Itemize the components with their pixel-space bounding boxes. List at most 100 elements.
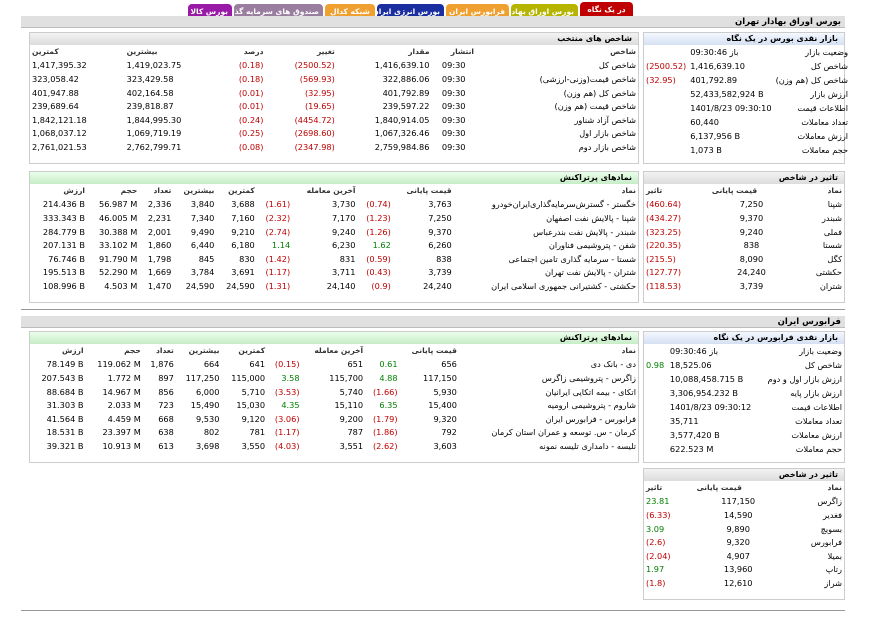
table-cell: (1.17) xyxy=(274,427,300,438)
symbol-name[interactable]: حکشتی xyxy=(815,267,842,278)
symbol-name[interactable]: کرمان - س. توسعه و عمران استان کرمان xyxy=(491,427,636,438)
column-header: بیشترین xyxy=(126,47,158,57)
table-row[interactable]: (6.33) 14,590 فغدیر xyxy=(644,508,844,522)
glance-change xyxy=(644,414,668,428)
table-row[interactable]: 108.996 B 4.503 M 1,470 24,590 24,590 (1.31) 2… xyxy=(30,279,638,293)
table-row[interactable]: 401,947.88 402,164.58 (0.01) (32.95) 401,792… xyxy=(30,86,638,100)
column-header: شاخص xyxy=(610,47,636,57)
glance-value: باز 09:30:46 xyxy=(669,346,719,356)
symbol-name[interactable]: رتاپ xyxy=(825,564,842,575)
symbol-name[interactable]: زاگرس xyxy=(817,496,842,507)
symbol-name[interactable]: شستا - سرمایه گذاری تامین اجتماعی xyxy=(508,253,636,264)
symbol-name[interactable]: بمیلا xyxy=(827,550,842,561)
table-row[interactable]: 333.343 B 46.005 M 2,231 7,340 7,160 (2.32) 7,… xyxy=(30,211,638,225)
table-cell: 9,210 xyxy=(231,226,255,237)
table-row[interactable]: (127.77) 24,240 حکشتی xyxy=(644,266,844,280)
symbol-name[interactable]: حکشتی - کشتیرانی جمهوری اسلامی ایران xyxy=(491,280,636,291)
column-header: انتشار xyxy=(450,47,474,57)
table-row[interactable]: (434.27) 9,370 شبندر xyxy=(644,211,844,225)
col-close: قیمت پایانی xyxy=(411,346,457,356)
table-row[interactable]: (220.35) 838 شستا xyxy=(644,238,844,252)
table-row[interactable]: (215.5) 8,090 کگل xyxy=(644,252,844,266)
table-row[interactable]: 1,417,395.32 1,419,023.75 (0.18) (2500.52) 1… xyxy=(30,59,638,73)
table-cell: 117,150 xyxy=(423,372,457,383)
symbol-name[interactable]: بسویچ xyxy=(820,523,842,534)
table-row[interactable]: (323.25) 9,240 فملی xyxy=(644,225,844,239)
table-cell: 3,763 xyxy=(428,199,452,210)
symbol-name[interactable]: شفن - پتروشیمی فناوران xyxy=(548,240,636,251)
symbol-name[interactable]: اتکای - بیمه اتکایی ایرانیان xyxy=(545,386,637,397)
symbol-name[interactable]: فرابورس - فرابورس ایران xyxy=(545,413,636,424)
glance-label: وضعیت بازار xyxy=(805,47,849,57)
table-cell: 1,876 xyxy=(150,359,174,370)
table-cell: 4.459 M xyxy=(107,413,141,424)
col-high: بیشترین xyxy=(183,186,215,196)
symbol-name[interactable]: فغدیر xyxy=(823,509,842,520)
symbol-name[interactable]: کگل xyxy=(827,253,842,264)
symbol-name[interactable]: شبندر - پالایش نفت بندرعباس xyxy=(533,226,636,237)
tse-section-title: بورس اوراق بهادار تهران xyxy=(21,16,845,28)
tse-impact-title: تاثیر در شاخص xyxy=(644,172,844,184)
table-cell: 4.503 M xyxy=(104,280,138,291)
table-row[interactable]: 1,842,121.18 1,844,995.30 (0.24) (4454.72) 1… xyxy=(30,113,638,127)
table-row[interactable]: 41.564 B 4.459 M 668 9,530 9,120 (3.06) 9,200 (… xyxy=(30,412,638,426)
symbol-name[interactable]: شتران xyxy=(819,280,842,291)
table-cell: 3,688 xyxy=(231,199,255,210)
table-row[interactable]: 195.513 B 52.290 M 1,669 3,784 3,691 (1.17) 3,… xyxy=(30,266,638,280)
symbol-name[interactable]: شتران - پالایش نفت تهران xyxy=(545,267,636,278)
symbol-name[interactable]: فرابورس xyxy=(810,537,842,548)
symbol-name[interactable]: شاروم - پتروشیمی ارومیه xyxy=(547,400,636,411)
table-row[interactable]: (118.53) 3,739 شتران xyxy=(644,279,844,293)
symbol-name[interactable]: شراز xyxy=(824,577,842,588)
symbol-name[interactable]: فملی xyxy=(823,226,842,237)
table-cell: 3,691 xyxy=(231,267,255,278)
table-row[interactable]: 1.97 13,960 رتاپ xyxy=(644,563,844,577)
table-row[interactable]: 3.09 9,890 بسویچ xyxy=(644,522,844,536)
tab-0[interactable]: در یک نگاه xyxy=(580,2,633,20)
symbol-name[interactable]: تلیسه - دامداری تلیسه نمونه xyxy=(539,440,636,451)
table-cell: 1,419,023.75 xyxy=(126,60,182,71)
table-row[interactable]: (2.04) 4,907 بمیلا xyxy=(644,549,844,563)
table-row[interactable]: 23.81 117,150 زاگرس xyxy=(644,495,844,509)
table-cell: شاخص آزاد شناور xyxy=(574,114,636,125)
table-cell: 1.14 xyxy=(271,240,291,251)
table-cell: 24,590 xyxy=(226,280,255,291)
table-cell: 3,784 xyxy=(190,267,215,278)
symbol-name[interactable]: شستا xyxy=(822,240,842,251)
table-cell: (4454.72) xyxy=(294,114,335,125)
table-row[interactable]: (2.6) 9,320 فرابورس xyxy=(644,535,844,549)
table-cell: 787 xyxy=(347,427,364,438)
table-row[interactable]: 88.684 B 14.967 M 856 6,000 5,710 (3.53) 5,740… xyxy=(30,385,638,399)
table-row[interactable]: 207.131 B 33.102 M 1,860 6,440 6,180 1.14 6,23… xyxy=(30,238,638,252)
impact-value: (118.53) xyxy=(646,280,682,291)
symbol-name[interactable]: خگستر - گسترش‌سرمایه‌گذاری‌ایران‌خودرو xyxy=(491,199,636,210)
table-row[interactable]: 39.321 B 10.913 M 613 3,698 3,550 (4.03) 3,551… xyxy=(30,439,638,453)
table-cell: 831 xyxy=(339,253,356,264)
symbol-name[interactable]: شپنا - پالایش نفت اصفهان xyxy=(546,212,636,223)
table-cell: 9,200 xyxy=(339,413,364,424)
table-row[interactable]: 323,058.42 323,429.58 (0.18) (569.93) 322,88… xyxy=(30,72,638,86)
table-cell: 6,180 xyxy=(231,240,255,251)
symbol-name[interactable]: شپنا xyxy=(827,199,842,210)
table-row[interactable]: 214.436 B 56.987 M 2,336 3,840 3,688 (1.61) 3,… xyxy=(30,198,638,212)
table-row[interactable]: 2,761,021.53 2,762,799.71 (0.08) (2347.98) 2… xyxy=(30,140,638,154)
table-row[interactable]: 239,689.64 239,818.87 (0.01) (19.65) 239,597… xyxy=(30,99,638,113)
table-row[interactable]: 284.779 B 30.388 M 2,001 9,490 9,210 (2.74) 9,… xyxy=(30,225,638,239)
glance-change xyxy=(644,400,668,414)
glance-change xyxy=(644,115,688,129)
table-row[interactable]: 76.746 B 91.790 M 1,798 845 830 (1.42) 831 (0.5… xyxy=(30,252,638,266)
symbol-name[interactable]: زاگرس - پتروشیمی زاگرس xyxy=(541,372,636,383)
table-cell: 3,603 xyxy=(433,440,457,451)
table-row[interactable]: 31.303 B 2.033 M 723 15,490 15,030 4.35 15,110… xyxy=(30,398,638,412)
table-row[interactable]: 207.543 B 1.772 M 897 117,250 115,000 3.58 115… xyxy=(30,371,638,385)
symbol-name[interactable]: دی - بانک دی xyxy=(590,359,636,370)
table-row[interactable]: (1.8) 12,610 شراز xyxy=(644,576,844,590)
column-header: تاثیر xyxy=(646,186,663,196)
table-row[interactable]: (460.64) 7,250 شپنا xyxy=(644,198,844,212)
symbol-name[interactable]: شبندر xyxy=(821,212,842,223)
table-row[interactable]: 1,068,037.12 1,069,719.19 (0.25) (2698.60) 1… xyxy=(30,127,638,141)
table-row[interactable]: 78.149 B 119.062 M 1,876 664 641 (0.15) 651 0.6… xyxy=(30,358,638,372)
column-header: کمترین xyxy=(32,47,59,57)
table-row[interactable]: 18.531 B 23.397 M 638 802 781 (1.17) 787 (1.86)… xyxy=(30,426,638,440)
glance-change xyxy=(644,372,668,386)
